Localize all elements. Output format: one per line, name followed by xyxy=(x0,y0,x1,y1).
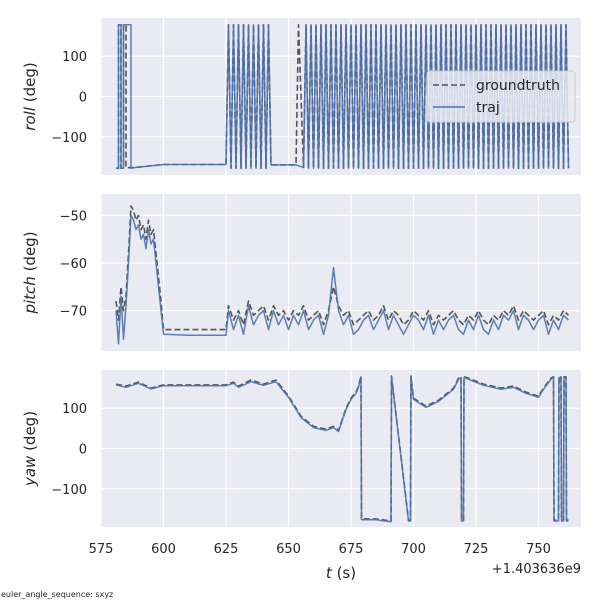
x-tick-label: 575 xyxy=(89,542,114,557)
y-axis-label-unit: (deg) xyxy=(21,411,39,456)
series-traj-line xyxy=(115,376,569,523)
y-axis-label-variable: pitch xyxy=(21,276,39,314)
y-tick-label: 0 xyxy=(79,91,87,106)
x-tick-label: 625 xyxy=(214,542,239,557)
x-tick-label: 675 xyxy=(339,542,364,557)
y-axis-label: pitch (deg) xyxy=(21,231,39,314)
y-axis-label: yaw (deg) xyxy=(21,411,39,487)
y-tick-label: −70 xyxy=(60,305,87,320)
series-traj-line xyxy=(116,24,570,169)
legend-box xyxy=(426,70,576,123)
legend-label-traj: traj xyxy=(476,100,500,116)
panel-background xyxy=(101,194,581,351)
legend: groundtruth traj xyxy=(426,70,576,123)
y-tick-label: 100 xyxy=(62,50,87,65)
x-offset-label: +1.403636e9 xyxy=(492,562,581,577)
y-tick-label: −100 xyxy=(51,483,87,498)
x-tick-label: 700 xyxy=(401,542,426,557)
panel-3: 100 0 −100 575 600 625 650 675 700 725 750 yaw (deg… xyxy=(21,370,581,582)
y-axis-label-variable: yaw xyxy=(21,455,39,487)
x-axis-label-variable: t xyxy=(326,564,333,582)
x-tick-label: 600 xyxy=(151,542,176,557)
x-tick-label: 750 xyxy=(526,542,551,557)
panel-2: −50 −60 −70 pitch (deg) xyxy=(21,194,581,351)
y-tick-label: −60 xyxy=(60,257,87,272)
series-groundtruth-line xyxy=(115,205,570,331)
y-tick-label: 0 xyxy=(79,443,87,458)
x-axis-label: t (s) xyxy=(326,564,356,582)
y-tick-label: −50 xyxy=(60,209,87,224)
y-tick-label: 100 xyxy=(62,402,87,417)
series-traj-line xyxy=(115,214,570,345)
y-tick-label: −100 xyxy=(51,131,87,146)
x-tick-label: 725 xyxy=(464,542,489,557)
x-axis-label-unit: (s) xyxy=(332,564,356,582)
y-axis-label-variable: roll xyxy=(21,106,39,131)
footer-text: euler_angle_sequence: sxyz xyxy=(1,590,113,599)
y-axis-label: roll (deg) xyxy=(21,62,39,130)
x-tick-label: 650 xyxy=(276,542,301,557)
y-axis-label-unit: (deg) xyxy=(21,62,39,107)
panel-1: 100 0 −100 roll (deg) groundtruth traj xyxy=(21,18,581,175)
y-axis-label-unit: (deg) xyxy=(21,231,39,276)
legend-label-groundtruth: groundtruth xyxy=(476,78,560,94)
